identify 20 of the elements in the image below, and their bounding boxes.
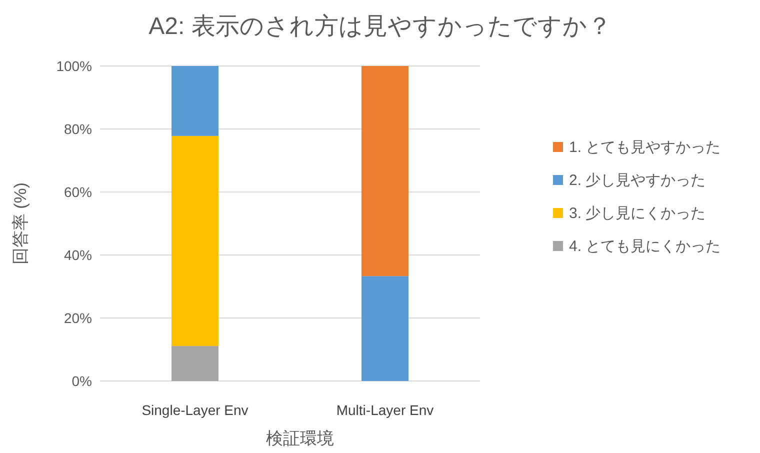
x-axis-title: 検証環境 (266, 429, 334, 448)
bar (172, 136, 218, 346)
x-tick-label: Multi-Layer Env (336, 402, 434, 418)
legend-label: 3. 少し見にくかった (569, 205, 706, 222)
y-tick-label: 100% (56, 58, 92, 74)
x-tick-label: Single-Layer Env (142, 402, 248, 418)
y-tick-label: 40% (64, 247, 92, 263)
y-tick-label: 80% (64, 121, 92, 137)
y-axis-title: 回答率 (%) (11, 182, 30, 265)
bar (172, 346, 218, 381)
bar (172, 66, 218, 136)
y-tick-label: 20% (64, 310, 92, 326)
y-tick-label: 60% (64, 184, 92, 200)
legend-label: 1. とても見やすかった (569, 139, 721, 156)
bar (362, 276, 408, 381)
y-tick-label: 0% (72, 373, 92, 389)
bar (362, 66, 408, 276)
legend-label: 2. 少し見やすかった (569, 172, 706, 189)
chart-title: A2: 表示のされ方は見やすかったですか？ (148, 13, 612, 40)
legend-label: 4. とても見にくかった (569, 238, 721, 255)
